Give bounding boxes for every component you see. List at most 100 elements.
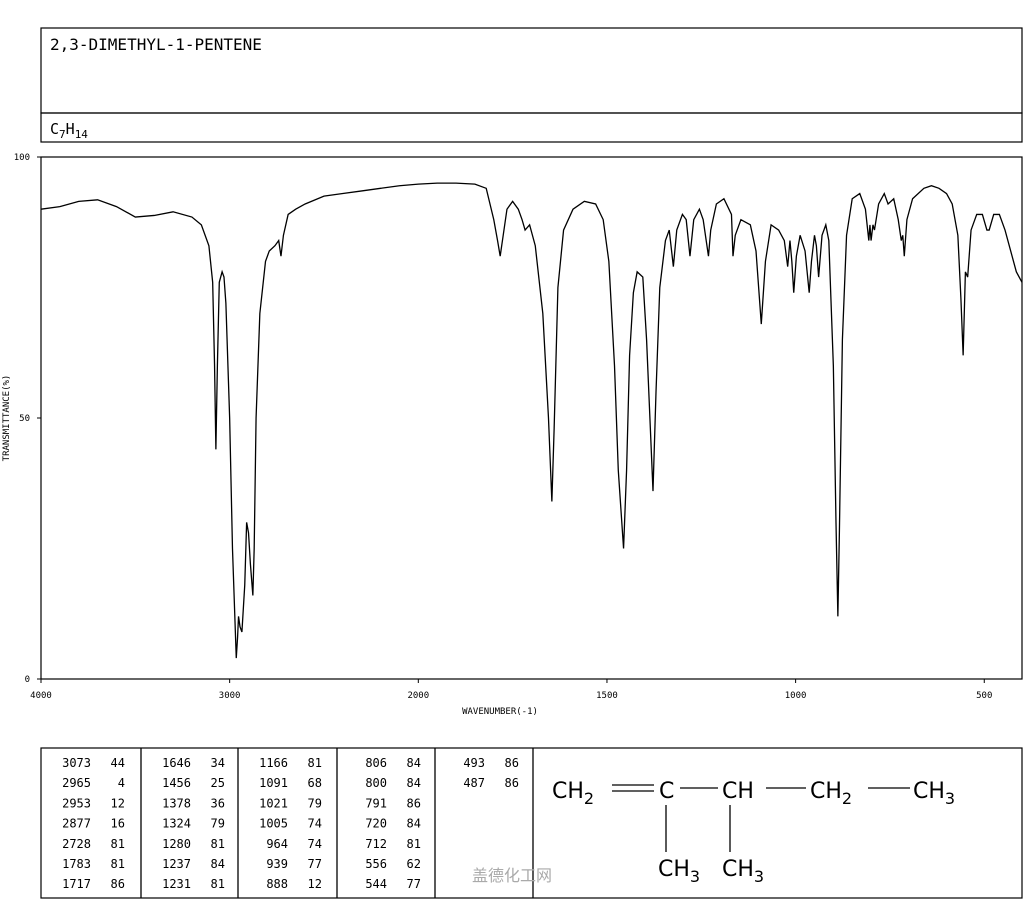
y-tick-label: 50: [19, 414, 30, 424]
atom: CH3: [722, 857, 764, 886]
peak-transmittance: 81: [407, 837, 421, 851]
peak-wavenumber: 1324: [162, 817, 191, 831]
atom: CH2: [810, 779, 852, 808]
peak-transmittance: 86: [407, 796, 421, 810]
peak-transmittance: 86: [505, 776, 519, 790]
peak-wavenumber: 1280: [162, 837, 191, 851]
peak-transmittance: 74: [308, 817, 322, 831]
peak-transmittance: 77: [407, 877, 421, 891]
peak-transmittance: 36: [211, 796, 225, 810]
peak-transmittance: 84: [407, 756, 421, 770]
y-axis-label: TRANSMITTANCE(%): [2, 375, 12, 462]
peak-transmittance: 81: [308, 756, 322, 770]
atom-sub: 3: [945, 789, 955, 808]
peak-transmittance: 79: [308, 796, 322, 810]
peak-wavenumber: 964: [266, 837, 288, 851]
peak-transmittance: 68: [308, 776, 322, 790]
peak-wavenumber: 1237: [162, 857, 191, 871]
peak-wavenumber: 1166: [259, 756, 288, 770]
watermark: 盖德化工网: [472, 866, 552, 885]
peak-transmittance: 79: [211, 817, 225, 831]
formula-sub: 7: [59, 128, 66, 141]
atom: CH3: [913, 779, 955, 808]
peak-transmittance: 84: [407, 776, 421, 790]
peak-wavenumber: 556: [365, 857, 387, 871]
atom-text: CH: [810, 779, 842, 804]
peak-transmittance: 62: [407, 857, 421, 871]
formula-sub: 14: [75, 128, 89, 141]
peak-list: 3073 44 2965 4 2953 12 2877 16 2728 81 1783 81 1717 8…: [62, 756, 519, 891]
compound-name: 2,3-DIMETHYL-1-PENTENE: [50, 35, 262, 54]
peak-wavenumber: 1456: [162, 776, 191, 790]
atom: CH2: [552, 779, 594, 808]
x-tick-label: 500: [976, 691, 992, 701]
atom-text: CH: [658, 857, 690, 882]
plot: 4000 3000 2000 1500 1000 500 0 50 100: [14, 153, 1023, 701]
formula-part: H: [66, 120, 75, 138]
peak-wavenumber: 3073: [62, 756, 91, 770]
peak-wavenumber: 2953: [62, 796, 91, 810]
peak-wavenumber: 939: [266, 857, 288, 871]
peak-wavenumber: 888: [266, 877, 288, 891]
atom-sub: 2: [584, 789, 594, 808]
x-tick-label: 3000: [219, 691, 241, 701]
atom-sub: 3: [754, 867, 764, 886]
peak-transmittance: 81: [211, 837, 225, 851]
peak-transmittance: 12: [111, 796, 125, 810]
plot-frame: [40, 156, 1023, 680]
peak-transmittance: 34: [211, 756, 225, 770]
peak-wavenumber: 800: [365, 776, 387, 790]
formula-part: C: [50, 120, 59, 138]
peak-wavenumber: 1717: [62, 877, 91, 891]
x-tick-label: 1000: [785, 691, 807, 701]
peak-wavenumber: 544: [365, 877, 387, 891]
y-tick-label: 100: [14, 153, 30, 163]
y-tick-label: 0: [25, 675, 30, 685]
peak-transmittance: 77: [308, 857, 322, 871]
atom-sub: 2: [842, 789, 852, 808]
peak-wavenumber: 2965: [62, 776, 91, 790]
peak-transmittance: 16: [111, 817, 125, 831]
formula-box: [40, 112, 1023, 143]
peak-transmittance: 81: [111, 857, 125, 871]
peak-table: [40, 747, 1023, 899]
peak-transmittance: 86: [111, 877, 125, 891]
peak-wavenumber: 806: [365, 756, 387, 770]
peak-transmittance: 25: [211, 776, 225, 790]
atom-text: CH: [913, 779, 945, 804]
atom-text: CH: [722, 857, 754, 882]
peak-wavenumber: 487: [463, 776, 485, 790]
peak-transmittance: 84: [407, 817, 421, 831]
peak-transmittance: 86: [505, 756, 519, 770]
spectrum: [40, 182, 1023, 659]
peak-wavenumber: 1646: [162, 756, 191, 770]
peak-wavenumber: 1231: [162, 877, 191, 891]
atom: CH3: [658, 857, 700, 886]
peak-wavenumber: 1378: [162, 796, 191, 810]
peak-wavenumber: 791: [365, 796, 387, 810]
peak-wavenumber: 1021: [259, 796, 288, 810]
x-axis-label: WAVENUMBER(-1): [462, 707, 538, 717]
x-tick-label: 4000: [30, 691, 52, 701]
peak-transmittance: 4: [118, 776, 125, 790]
atom: CH: [722, 779, 754, 804]
atom: C: [659, 779, 674, 804]
peak-transmittance: 81: [211, 877, 225, 891]
peak-wavenumber: 1783: [62, 857, 91, 871]
peak-wavenumber: 720: [365, 817, 387, 831]
atom-sub: 3: [690, 867, 700, 886]
peak-transmittance: 74: [308, 837, 322, 851]
peak-wavenumber: 1005: [259, 817, 288, 831]
peak-wavenumber: 1091: [259, 776, 288, 790]
x-tick-label: 2000: [407, 691, 429, 701]
peak-transmittance: 81: [111, 837, 125, 851]
peak-wavenumber: 493: [463, 756, 485, 770]
atom-text: CH: [552, 779, 584, 804]
peak-transmittance: 12: [308, 877, 322, 891]
x-tick-label: 1500: [596, 691, 618, 701]
peak-wavenumber: 712: [365, 837, 387, 851]
peak-transmittance: 44: [111, 756, 125, 770]
peak-wavenumber: 2877: [62, 817, 91, 831]
structure: CH2 C CH CH2 CH3 CH3 CH3: [552, 779, 955, 886]
